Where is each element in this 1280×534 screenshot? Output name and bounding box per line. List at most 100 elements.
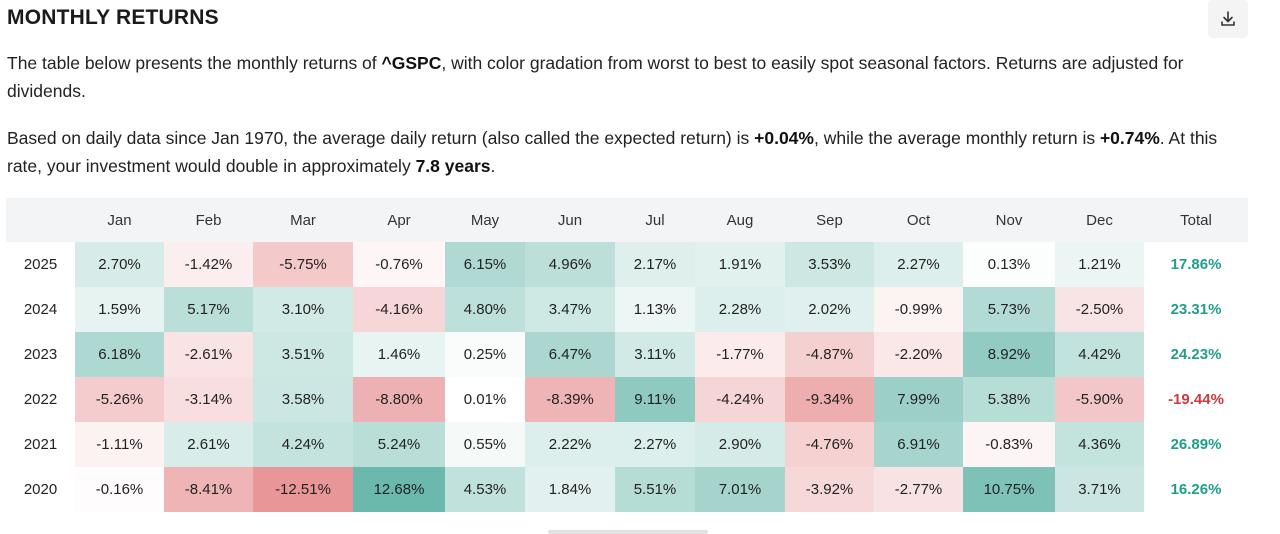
row-year: 2023 [23, 346, 58, 363]
section-title: MONTHLY RETURNS [7, 6, 219, 29]
month-return-cell: 5.38% [963, 377, 1055, 422]
header-nov: Nov [995, 211, 1023, 229]
month-return-cell: 4.96% [525, 242, 615, 287]
month-return-cell: 2.02% [785, 287, 874, 332]
header-total: Total [1180, 211, 1212, 229]
month-return-cell: 9.11% [615, 377, 695, 422]
table-row: 2020 -0.16% -8.41% -12.51% 12.68% 4.53% 1.84% 5… [6, 467, 1248, 512]
month-return-cell: 4.80% [445, 287, 525, 332]
table-row: 2024 1.59% 5.17% 3.10% -4.16% 4.80% 3.47% 1.13%… [6, 287, 1248, 332]
month-return-cell: 10.75% [963, 467, 1055, 512]
month-return-cell: 3.71% [1055, 467, 1144, 512]
month-return-cell: -4.87% [785, 332, 874, 377]
month-return-cell: -4.24% [695, 377, 785, 422]
month-return-cell: 3.51% [253, 332, 353, 377]
month-return-cell: 3.47% [525, 287, 615, 332]
year-total-cell: 24.23% [1170, 346, 1222, 363]
month-return-cell: 4.53% [445, 467, 525, 512]
month-return-cell: 2.90% [695, 422, 785, 467]
ticker-symbol: ^GSPC [381, 53, 442, 73]
month-return-cell: -4.16% [353, 287, 445, 332]
month-return-cell: 6.47% [525, 332, 615, 377]
month-return-cell: -0.16% [75, 467, 164, 512]
row-year: 2024 [23, 301, 58, 318]
month-return-cell: 2.27% [874, 242, 963, 287]
table-row: 2021 -1.11% 2.61% 4.24% 5.24% 0.55% 2.22% 2.27%… [6, 422, 1248, 467]
avg-daily-return: +0.04% [754, 128, 814, 148]
month-return-cell: 4.42% [1055, 332, 1144, 377]
month-return-cell: -2.50% [1055, 287, 1144, 332]
month-return-cell: 1.59% [75, 287, 164, 332]
month-return-cell: 2.28% [695, 287, 785, 332]
month-return-cell: 7.01% [695, 467, 785, 512]
month-return-cell: -1.42% [164, 242, 253, 287]
row-year: 2025 [23, 256, 58, 273]
month-return-cell: 12.68% [353, 467, 445, 512]
monthly-returns-table: Jan Feb Mar Apr May Jun Jul Aug Sep Oct Nov Dec Tota… [6, 198, 1248, 512]
month-return-cell: 1.13% [615, 287, 695, 332]
row-year: 2022 [23, 391, 58, 408]
month-return-cell: -5.75% [253, 242, 353, 287]
header-year [6, 198, 75, 242]
month-return-cell: 4.36% [1055, 422, 1144, 467]
month-return-cell: 6.91% [874, 422, 963, 467]
year-total-cell: 26.89% [1170, 436, 1222, 453]
header-feb: Feb [195, 211, 222, 229]
month-return-cell: -1.77% [695, 332, 785, 377]
month-return-cell: -0.83% [963, 422, 1055, 467]
month-return-cell: 2.61% [164, 422, 253, 467]
table-header-row: Jan Feb Mar Apr May Jun Jul Aug Sep Oct Nov Dec Tota… [6, 198, 1248, 242]
month-return-cell: 3.10% [253, 287, 353, 332]
download-button[interactable] [1208, 0, 1248, 38]
month-return-cell: -1.11% [75, 422, 164, 467]
year-total-cell: 23.31% [1170, 301, 1222, 318]
table-row: 2025 2.70% -1.42% -5.75% -0.76% 6.15% 4.96% 2.1… [6, 242, 1248, 287]
month-return-cell: 2.17% [615, 242, 695, 287]
month-return-cell: -3.14% [164, 377, 253, 422]
year-total-cell: 17.86% [1170, 256, 1222, 273]
month-return-cell: 7.99% [874, 377, 963, 422]
year-total-cell: 16.26% [1170, 481, 1222, 498]
month-return-cell: -2.20% [874, 332, 963, 377]
month-return-cell: -5.90% [1055, 377, 1144, 422]
horizontal-scrollbar[interactable] [548, 530, 708, 534]
double-years: 7.8 years [415, 156, 491, 176]
month-return-cell: 3.58% [253, 377, 353, 422]
header-jul: Jul [645, 211, 665, 229]
month-return-cell: 1.21% [1055, 242, 1144, 287]
header-jun: Jun [557, 211, 583, 229]
month-return-cell: -0.99% [874, 287, 963, 332]
month-return-cell: -5.26% [75, 377, 164, 422]
header-aug: Aug [726, 211, 754, 229]
row-year: 2021 [23, 436, 58, 453]
month-return-cell: 0.13% [963, 242, 1055, 287]
download-icon [1221, 11, 1235, 26]
header-apr: Apr [387, 211, 411, 229]
year-total-cell: -19.44% [1168, 391, 1224, 408]
table-row: 2022 -5.26% -3.14% 3.58% -8.80% 0.01% -8.39% 9.… [6, 377, 1248, 422]
month-return-cell: 2.70% [75, 242, 164, 287]
month-return-cell: -8.80% [353, 377, 445, 422]
month-return-cell: -8.41% [164, 467, 253, 512]
month-return-cell: 1.84% [525, 467, 615, 512]
month-return-cell: -2.61% [164, 332, 253, 377]
month-return-cell: -4.76% [785, 422, 874, 467]
month-return-cell: 0.01% [445, 377, 525, 422]
month-return-cell: 5.24% [353, 422, 445, 467]
header-oct: Oct [906, 211, 931, 229]
month-return-cell: -2.77% [874, 467, 963, 512]
month-return-cell: -3.92% [785, 467, 874, 512]
month-return-cell: 0.55% [445, 422, 525, 467]
month-return-cell: 2.27% [615, 422, 695, 467]
month-return-cell: 5.51% [615, 467, 695, 512]
row-year: 2020 [23, 481, 58, 498]
month-return-cell: 5.73% [963, 287, 1055, 332]
month-return-cell: 2.22% [525, 422, 615, 467]
month-return-cell: 5.17% [164, 287, 253, 332]
month-return-cell: 0.25% [445, 332, 525, 377]
month-return-cell: 3.11% [615, 332, 695, 377]
month-return-cell: 1.91% [695, 242, 785, 287]
month-return-cell: 4.24% [253, 422, 353, 467]
header-jan: Jan [107, 211, 132, 229]
month-return-cell: -9.34% [785, 377, 874, 422]
